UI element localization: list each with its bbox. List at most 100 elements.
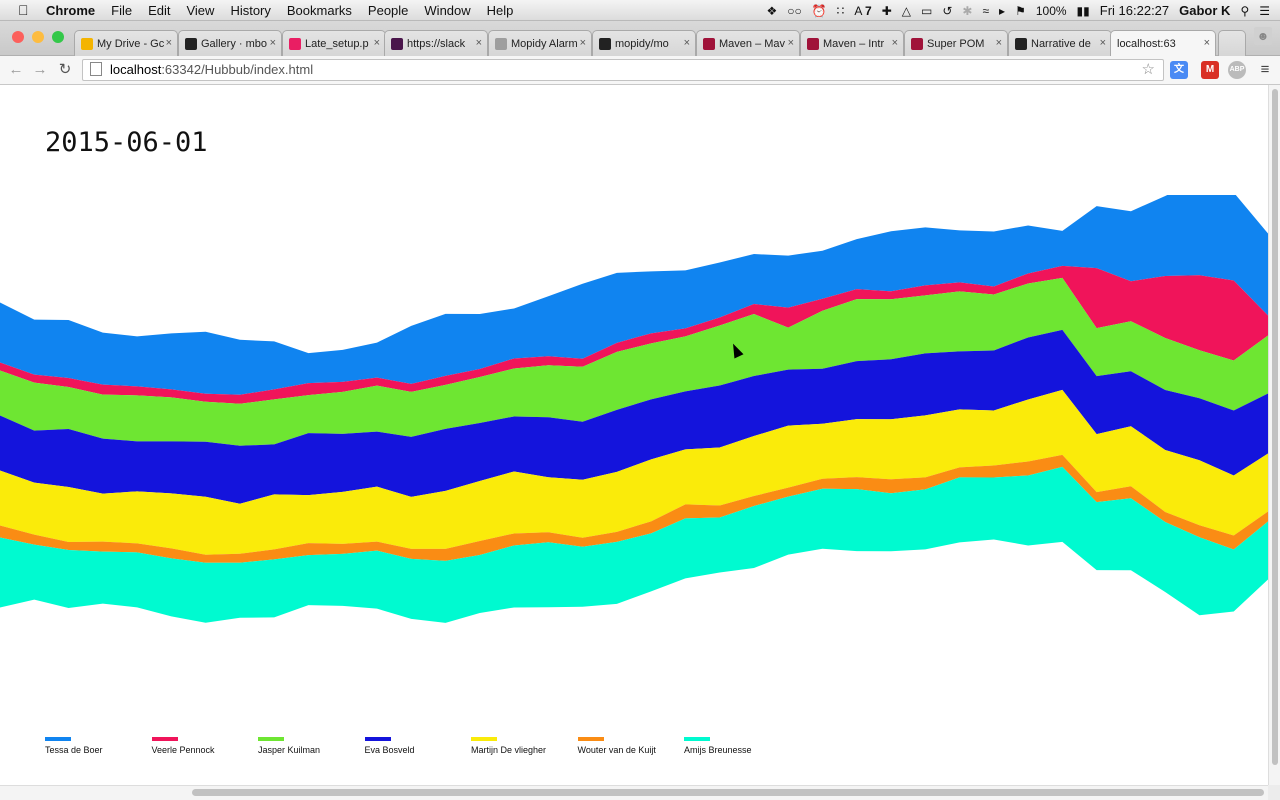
grid-icon[interactable]: ∷	[836, 3, 845, 18]
status-area: ❖ ○○ ⏰ ∷ A 7 ✚ △ ▭ ↺ ✱ ≈ ▸ ⚑ 100% ▮▮ Fri…	[766, 0, 1280, 21]
bookmark-star-icon[interactable]: ☆	[1141, 61, 1155, 78]
new-tab-button[interactable]	[1218, 30, 1246, 56]
drive-icon[interactable]: △	[901, 3, 911, 18]
menu-help[interactable]: Help	[486, 2, 514, 18]
legend-swatch	[577, 737, 604, 741]
clock[interactable]: Fri 16:22:27	[1099, 3, 1170, 18]
menu-people[interactable]: People	[367, 2, 409, 18]
series-area-4[interactable]	[0, 389, 1268, 555]
horizontal-scroll-thumb[interactable]	[192, 789, 1264, 796]
battery-icon[interactable]: ▮▮	[1076, 3, 1090, 18]
tab-close-icon[interactable]: ×	[373, 37, 380, 49]
browser-toolbar: ← → ↻ localhost:63342/Hubbub/index.html …	[0, 56, 1280, 85]
address-host: localhost	[110, 62, 162, 77]
menu-file[interactable]: File	[111, 2, 133, 18]
adobe-icon[interactable]: A 7	[854, 3, 872, 18]
tab-close-icon[interactable]: ×	[269, 37, 276, 49]
tab-1[interactable]: Gallery · mbo ×	[178, 30, 282, 56]
tab-close-icon[interactable]: ×	[995, 37, 1002, 49]
menu-bookmarks[interactable]: Bookmarks	[286, 2, 352, 18]
tab-favicon-icon	[495, 37, 507, 50]
menu-history[interactable]: History	[230, 2, 271, 18]
adblock-icon[interactable]: ABP	[1228, 61, 1246, 79]
plus-icon[interactable]: ✚	[881, 3, 892, 18]
tab-favicon-icon	[1015, 37, 1027, 50]
dropbox-icon[interactable]: ❖	[766, 3, 778, 18]
close-window-icon[interactable]	[12, 31, 24, 43]
volume-icon[interactable]: ▸	[999, 3, 1006, 18]
wifi-icon[interactable]: ≈	[982, 3, 990, 18]
alarm-icon[interactable]: ⏰	[811, 3, 827, 18]
tab-9[interactable]: Narrative de ×	[1008, 30, 1112, 56]
tab-close-icon[interactable]: ×	[787, 37, 794, 49]
series-area-1[interactable]	[0, 265, 1268, 404]
tab-6[interactable]: Maven – Mav ×	[696, 30, 800, 56]
series-area-0[interactable]	[0, 195, 1268, 395]
tab-label: Maven – Mav	[719, 37, 786, 50]
mac-menubar:  Chrome File Edit View History Bookmark…	[0, 0, 1280, 21]
translate-icon[interactable]: 文	[1170, 61, 1188, 79]
series-area-2[interactable]	[0, 277, 1268, 446]
legend-label: Amijs Breunesse	[684, 745, 752, 755]
legend-label: Jasper Kuilman	[258, 745, 321, 755]
spotlight-icon[interactable]: ⚲	[1240, 3, 1250, 18]
tab-favicon-icon	[185, 37, 197, 50]
tab-2[interactable]: Late_setup.p ×	[282, 30, 386, 56]
zoom-window-icon[interactable]	[52, 31, 64, 43]
tab-0[interactable]: My Drive - Gc ×	[74, 30, 178, 56]
tab-close-icon[interactable]: ×	[475, 37, 482, 49]
legend-item: Jasper Kuilman	[258, 737, 320, 755]
menu-view[interactable]: View	[186, 2, 215, 18]
tab-favicon-icon	[807, 37, 819, 50]
address-bar[interactable]: localhost:63342/Hubbub/index.html ☆	[82, 59, 1164, 81]
tab-favicon-icon	[81, 37, 93, 50]
apple-icon[interactable]: 	[18, 2, 32, 18]
tab-3[interactable]: https://slack ×	[384, 30, 488, 56]
flag-icon[interactable]: ⚑	[1015, 3, 1026, 18]
menu-chrome[interactable]: Chrome	[46, 2, 96, 18]
minimize-window-icon[interactable]	[32, 31, 44, 43]
tab-close-icon[interactable]: ×	[1203, 37, 1210, 49]
page-icon	[90, 62, 102, 76]
profile-icon[interactable]: ☻	[1254, 27, 1272, 45]
tab-8[interactable]: Super POM ×	[904, 30, 1008, 56]
series-area-5[interactable]	[0, 454, 1268, 563]
series-area-6[interactable]	[0, 466, 1268, 623]
menu-edit[interactable]: Edit	[148, 2, 171, 18]
menu-window[interactable]: Window	[424, 2, 471, 18]
tab-favicon-icon	[391, 37, 403, 50]
legend-label: Wouter van de Kuijt	[577, 745, 656, 755]
tab-label: mopidy/mo	[615, 37, 669, 50]
chrome-menu-icon[interactable]: ≡	[1260, 61, 1270, 78]
vertical-scrollbar[interactable]	[1268, 85, 1280, 785]
back-icon[interactable]: ←	[8, 61, 24, 78]
reload-icon[interactable]: ↻	[58, 61, 72, 78]
vertical-scroll-thumb[interactable]	[1272, 89, 1278, 765]
tab-close-icon[interactable]: ×	[1099, 37, 1106, 49]
glasses-icon[interactable]: ○○	[787, 3, 802, 18]
airplay-icon[interactable]: ▭	[920, 3, 933, 18]
page-viewport: 2015-06-01 Tessa de Boer Veerle Pennock Ja…	[0, 85, 1268, 785]
user-name[interactable]: Gabor K	[1179, 3, 1231, 18]
tab-label: Narrative de	[1031, 37, 1091, 50]
tab-close-icon[interactable]: ×	[165, 37, 172, 49]
tab-close-icon[interactable]: ×	[683, 37, 690, 49]
tab-favicon-icon	[911, 37, 923, 50]
tab-7[interactable]: Maven – Intr ×	[800, 30, 904, 56]
series-area-3[interactable]	[0, 329, 1268, 504]
horizontal-scrollbar[interactable]	[0, 785, 1268, 800]
tab-close-icon[interactable]: ×	[891, 37, 898, 49]
tab-10[interactable]: localhost:63 ×	[1110, 30, 1216, 57]
legend-label: Veerle Pennock	[151, 745, 215, 755]
tab-close-icon[interactable]: ×	[579, 37, 586, 49]
tab-4[interactable]: Mopidy Alarm ×	[488, 30, 592, 56]
legend-item: Wouter van de Kuijt	[577, 737, 656, 755]
gmail-icon[interactable]: M	[1201, 61, 1219, 79]
legend-swatch	[45, 737, 71, 741]
forward-icon[interactable]: →	[32, 61, 48, 78]
tab-5[interactable]: mopidy/mo ×	[592, 30, 696, 56]
time-machine-icon[interactable]: ↺	[942, 3, 953, 18]
notification-icon[interactable]: ☰	[1259, 3, 1270, 18]
bluetooth-icon[interactable]: ✱	[962, 3, 973, 18]
legend-swatch	[684, 737, 710, 741]
